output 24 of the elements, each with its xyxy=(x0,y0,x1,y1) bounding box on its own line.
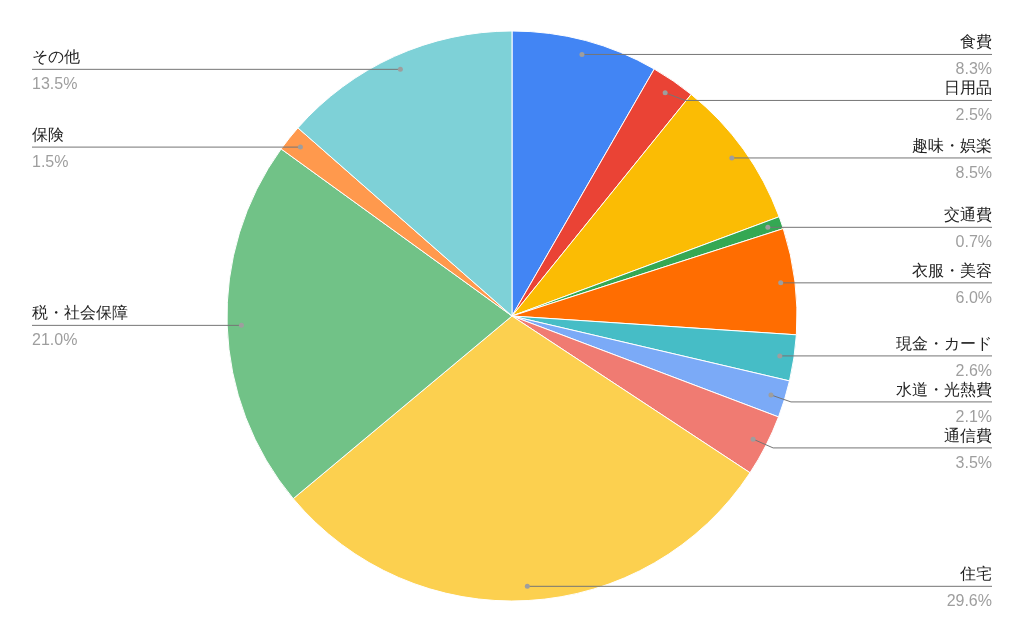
data-label: 29.6% xyxy=(946,592,992,610)
data-label: 8.5% xyxy=(955,163,992,181)
slice-label: 日用品 xyxy=(944,79,992,97)
slice-label: その他 xyxy=(32,48,80,66)
data-label: 21.0% xyxy=(32,331,78,349)
data-label: 2.6% xyxy=(955,361,992,379)
slice-label: 交通費 xyxy=(944,206,992,224)
data-label: 13.5% xyxy=(32,75,78,93)
slice-label: 住宅 xyxy=(959,565,992,583)
slice-label: 現金・カード xyxy=(896,334,992,352)
data-label: 3.5% xyxy=(955,453,992,471)
slice-label: 食費 xyxy=(960,33,992,51)
slice-label: 水道・光熱費 xyxy=(896,380,992,398)
slice-label: 趣味・娯楽 xyxy=(912,136,992,154)
data-label: 2.5% xyxy=(955,106,992,124)
slice-label: 衣服・美容 xyxy=(912,261,992,279)
data-label: 8.3% xyxy=(955,60,992,78)
data-label: 0.7% xyxy=(955,233,992,251)
slice-label: 通信費 xyxy=(944,426,992,444)
slice-label: 保険 xyxy=(32,126,64,144)
data-label: 1.5% xyxy=(32,153,69,171)
slice-label: 税・社会保障 xyxy=(32,304,128,322)
data-label: 6.0% xyxy=(955,288,992,306)
data-label: 2.1% xyxy=(955,407,992,425)
